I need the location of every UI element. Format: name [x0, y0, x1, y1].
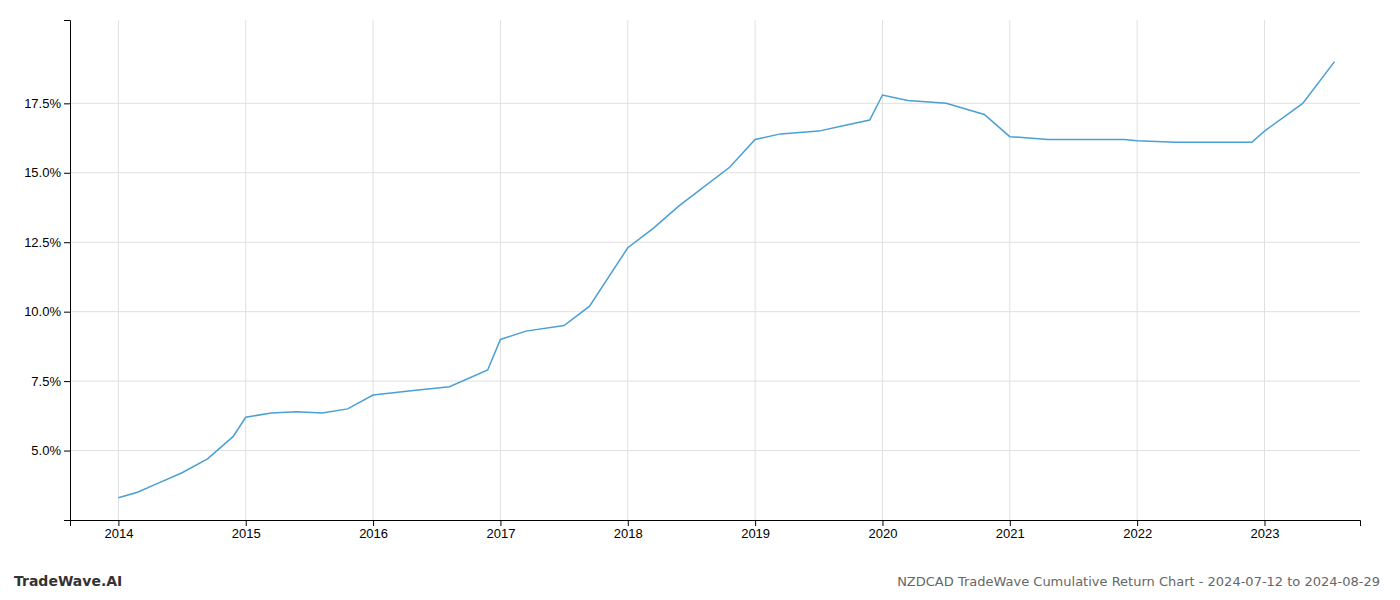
grid-line-y: [70, 103, 1360, 104]
x-axis-tick: 2015: [232, 520, 261, 541]
y-axis-tick-label: 12.5%: [24, 235, 61, 250]
grid-line-x: [245, 20, 246, 520]
y-axis-tick-mark: [64, 312, 70, 313]
x-axis-tick-mark: [373, 520, 374, 526]
x-axis-tick-label: 2018: [614, 526, 643, 541]
x-axis-tick-mark: [118, 520, 119, 526]
x-axis-tick: 2016: [359, 520, 388, 541]
x-axis-tick: 2019: [741, 520, 770, 541]
grid-line-y: [70, 311, 1360, 312]
y-axis-tick-mark: [64, 103, 70, 104]
x-axis: 2014 2015 2016 2017 2018 2019 2020 2021 2022 2023: [71, 520, 1361, 541]
x-axis-tick-label: 2022: [1123, 526, 1152, 541]
x-axis-tick-label: 2017: [486, 526, 515, 541]
plot-area: [118, 62, 1334, 498]
chart: 2014 2015 2016 2017 2018 2019 2020 2021 2022 2023…: [0, 0, 1400, 600]
y-axis: 5.0% 7.5% 10.0% 12.5% 15.0% 17.5%: [24, 21, 70, 521]
x-axis-tick-label: 2019: [741, 526, 770, 541]
x-axis-tick-label: 2015: [232, 526, 261, 541]
grid-line-y: [70, 381, 1360, 382]
grid-line-x: [1137, 20, 1138, 520]
grid-line-x: [627, 20, 628, 520]
data-line: [118, 62, 1334, 498]
y-axis-tick: 15.0%: [24, 165, 70, 180]
x-axis-line: [71, 521, 1361, 527]
y-axis-line: [64, 21, 71, 521]
watermark: TradeWave.AI: [14, 573, 122, 589]
grid-line-y: [70, 242, 1360, 243]
y-axis-tick-mark: [64, 173, 70, 174]
grid-line-x: [1264, 20, 1265, 520]
y-axis-tick-label: 17.5%: [24, 96, 61, 111]
grid-line-y: [70, 172, 1360, 173]
y-axis-tick-label: 5.0%: [31, 443, 61, 458]
x-axis-tick-mark: [1264, 520, 1265, 526]
x-axis-tick-label: 2020: [868, 526, 897, 541]
x-axis-tick: 2021: [996, 520, 1025, 541]
x-axis-tick-mark: [1137, 520, 1138, 526]
x-axis-tick: 2023: [1251, 520, 1280, 541]
y-axis-tick-label: 7.5%: [31, 374, 61, 389]
x-axis-tick: 2022: [1123, 520, 1152, 541]
x-axis-tick: 2018: [614, 520, 643, 541]
title: NZDCAD TradeWave Cumulative Return Chart…: [897, 574, 1380, 589]
x-axis-tick-mark: [500, 520, 501, 526]
x-axis-tick: 2014: [104, 520, 133, 541]
x-axis-tick-mark: [1010, 520, 1011, 526]
grid-line-x: [500, 20, 501, 520]
y-axis-tick: 7.5%: [31, 374, 70, 389]
grid-line-y: [70, 450, 1360, 451]
y-axis-tick: 10.0%: [24, 304, 70, 319]
y-axis-tick: 5.0%: [31, 443, 70, 458]
grid: [70, 20, 1360, 520]
x-axis-tick: 2020: [868, 520, 897, 541]
y-axis-tick-mark: [64, 242, 70, 243]
x-axis-tick-label: 2021: [996, 526, 1025, 541]
x-axis-tick-mark: [755, 520, 756, 526]
grid-line-x: [118, 20, 119, 520]
x-axis-tick-label: 2023: [1251, 526, 1280, 541]
x-axis-tick: 2017: [486, 520, 515, 541]
y-axis-tick-label: 15.0%: [24, 165, 61, 180]
x-axis-tick-label: 2014: [104, 526, 133, 541]
x-axis-tick-mark: [628, 520, 629, 526]
x-axis-tick-label: 2016: [359, 526, 388, 541]
y-axis-tick: 12.5%: [24, 235, 70, 250]
x-axis-tick-mark: [246, 520, 247, 526]
grid-line-x: [373, 20, 374, 520]
grid-line-x: [1009, 20, 1010, 520]
y-axis-tick-mark: [64, 451, 70, 452]
y-axis-tick: 17.5%: [24, 96, 70, 111]
y-axis-tick-label: 10.0%: [24, 304, 61, 319]
grid-line-x: [755, 20, 756, 520]
x-axis-tick-mark: [882, 520, 883, 526]
y-axis-tick-mark: [64, 381, 70, 382]
